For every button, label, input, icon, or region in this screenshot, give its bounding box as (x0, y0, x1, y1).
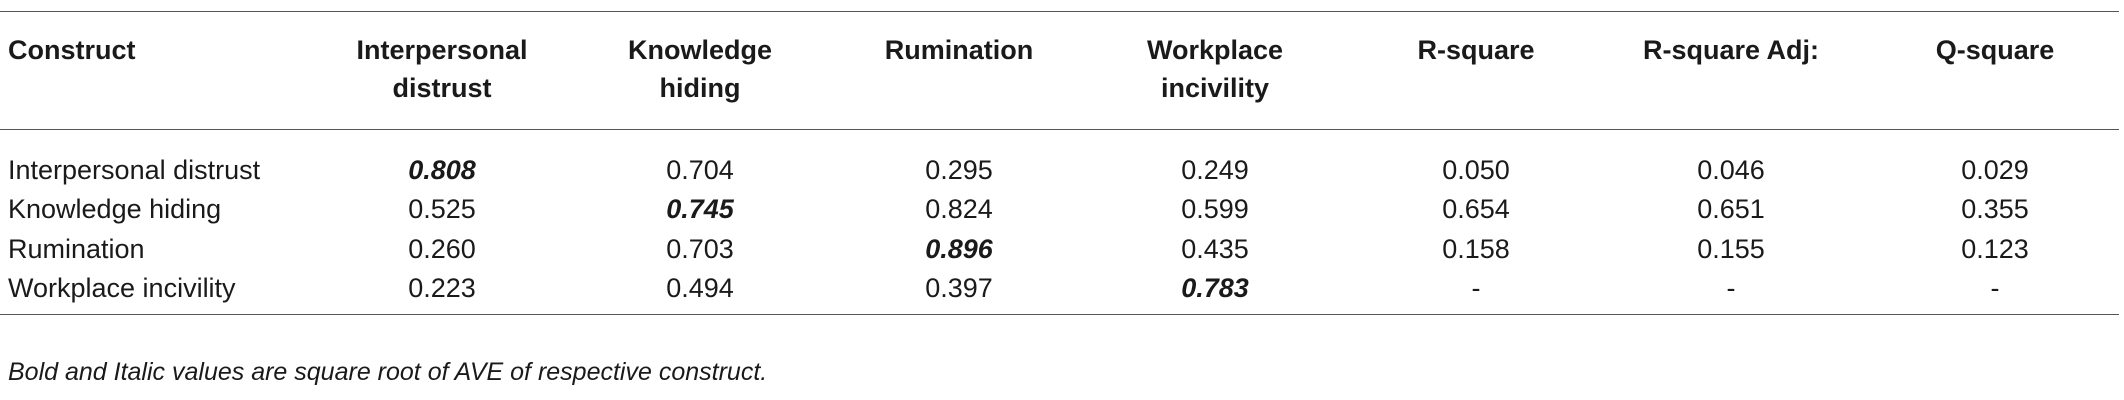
table-cell: 0.654 (1442, 194, 1510, 224)
column-header: Construct (8, 35, 136, 65)
column-header: Rumination (884, 35, 1034, 65)
table-cell: - (1726, 273, 1736, 303)
table-cell: 0.355 (1961, 194, 2029, 224)
column-header: Knowledge hiding (627, 35, 772, 103)
table-cell: 0.123 (1961, 234, 2029, 264)
top-rule (0, 11, 2119, 12)
table-cell: 0.046 (1697, 155, 1765, 185)
table-cell: 0.295 (925, 155, 993, 185)
row-label: Workplace incivility (8, 273, 236, 303)
column-header: Q-square (1935, 35, 2055, 65)
column-header: Interpersonal distrust (356, 35, 528, 103)
column-header: Workplace incivility (1146, 35, 1284, 103)
table-note: Bold and Italic values are square root o… (8, 358, 768, 386)
header-rule (0, 129, 2119, 130)
table-cell: 0.651 (1697, 194, 1765, 224)
row-label: Interpersonal distrust (8, 155, 261, 185)
table-cell: - (1471, 273, 1481, 303)
table-cell: 0.808 (408, 155, 476, 185)
table-cell: 0.029 (1961, 155, 2029, 185)
column-header: R-square (1417, 35, 1535, 65)
row-label: Knowledge hiding (8, 194, 222, 224)
table-cell: - (1990, 273, 2000, 303)
table-cell: 0.050 (1442, 155, 1510, 185)
table-cell: 0.397 (925, 273, 993, 303)
table-cell: 0.703 (666, 234, 734, 264)
table-cell: 0.494 (666, 273, 734, 303)
table-cell: 0.704 (666, 155, 734, 185)
table-cell: 0.896 (925, 234, 993, 264)
table-cell: 0.155 (1697, 234, 1765, 264)
column-header: R-square Adj: (1642, 35, 1819, 65)
table-cell: 0.783 (1181, 273, 1249, 303)
table-cell: 0.435 (1181, 234, 1249, 264)
bottom-rule (0, 314, 2119, 315)
table-cell: 0.525 (408, 194, 476, 224)
row-label: Rumination (8, 234, 145, 264)
table-cell: 0.260 (408, 234, 476, 264)
table-cell: 0.249 (1181, 155, 1249, 185)
table-cell: 0.223 (408, 273, 476, 303)
table-cell: 0.158 (1442, 234, 1510, 264)
table-cell: 0.599 (1181, 194, 1249, 224)
table-cell: 0.824 (925, 194, 993, 224)
table-cell: 0.745 (666, 194, 734, 224)
